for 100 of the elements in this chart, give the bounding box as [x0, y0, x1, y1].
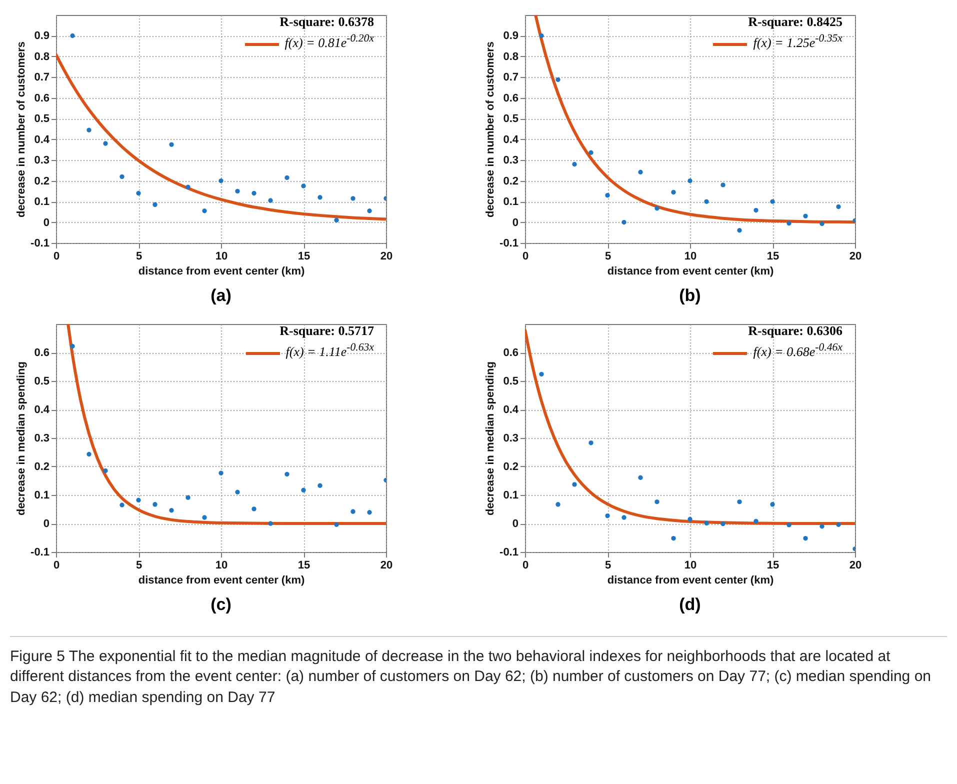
x-tick-label: 20	[380, 560, 393, 572]
point	[268, 198, 273, 203]
y-tick-label: 0.6	[34, 92, 50, 104]
y-tick-label: 0.1	[34, 196, 50, 208]
point	[604, 513, 610, 518]
text: (c)	[210, 595, 232, 614]
point	[70, 344, 75, 349]
annotation: R-square: 0.8425	[747, 14, 842, 30]
point	[604, 192, 610, 198]
y-tick-label: 0.1	[502, 196, 518, 208]
x-tick-label: 0	[522, 250, 528, 262]
point	[687, 516, 692, 522]
point	[654, 206, 659, 211]
point	[687, 178, 692, 184]
point	[802, 536, 808, 541]
point	[284, 472, 290, 477]
x-tick-label: 20	[848, 250, 862, 262]
text: (a)	[210, 286, 232, 305]
point	[350, 196, 356, 201]
point	[218, 470, 224, 476]
point	[621, 220, 626, 225]
y-tick-label: 0.2	[34, 175, 50, 188]
y-tick-label: 0.9	[502, 30, 518, 42]
y-tick-label: 0.3	[502, 154, 518, 167]
x-tick-label: 10	[684, 250, 696, 262]
point	[670, 190, 676, 195]
y-tick-label: 0.9	[34, 30, 50, 42]
x-tick-label: 15	[766, 250, 779, 262]
point	[588, 150, 593, 155]
point	[202, 208, 207, 214]
y-tick-label: 0.4	[34, 404, 50, 416]
point	[136, 498, 141, 502]
y-tick-label: 0.3	[34, 154, 50, 167]
point	[819, 221, 824, 226]
point	[350, 509, 356, 514]
y-tick-label: 0.7	[502, 72, 518, 84]
point	[86, 452, 92, 457]
y-tick-label: 0.4	[502, 134, 519, 146]
y-tick-label: 0.1	[34, 490, 50, 502]
point	[802, 214, 808, 218]
point	[86, 128, 92, 132]
y-tick-label: -0.1	[30, 238, 50, 250]
point	[186, 184, 190, 190]
point	[704, 520, 708, 526]
point	[836, 522, 840, 527]
annotation: R-square: 0.6306	[747, 323, 842, 339]
y-tick-label: 0.2	[502, 461, 518, 473]
point	[367, 510, 372, 515]
y-tick-label: 0.4	[502, 404, 519, 416]
point	[538, 33, 544, 38]
point	[334, 218, 339, 223]
point	[736, 228, 742, 233]
y-tick-label: 0.5	[502, 376, 518, 388]
point	[202, 515, 207, 520]
point	[169, 142, 174, 147]
legend-label: f(x) = 1.11e$^{-0.63x}$	[286, 342, 374, 360]
y-tick-label: -0.1	[499, 546, 518, 558]
point	[120, 174, 124, 180]
point	[120, 502, 124, 508]
y-tick-label: 0.8	[34, 50, 50, 63]
point	[235, 188, 240, 194]
point	[235, 490, 240, 494]
x-tick-label: 15	[766, 560, 779, 572]
point	[670, 536, 676, 541]
legend-label: f(x) = 0.68e$^{-0.46x}$	[753, 342, 842, 360]
legend-label: f(x) = 0.81e$^{-0.20x}$	[284, 33, 374, 50]
x-tick-label: 10	[215, 560, 228, 572]
text: (d)	[678, 595, 700, 614]
point	[318, 195, 322, 200]
line-series	[66, 324, 386, 525]
point	[186, 495, 190, 500]
point	[588, 440, 593, 446]
line-series	[56, 52, 386, 221]
x-tick-label: 0	[53, 560, 60, 572]
annotation: R-square: 0.5717	[278, 323, 374, 339]
x-tick-label: 0	[53, 250, 60, 262]
y-tick-label: 0.7	[34, 72, 50, 84]
y-tick-label: 0.8	[502, 50, 518, 63]
point	[252, 506, 256, 512]
text: (b)	[678, 286, 700, 305]
point	[555, 502, 560, 507]
point	[367, 208, 372, 214]
y-tick-label: 0.1	[502, 490, 518, 502]
point	[638, 170, 642, 174]
y-axis-title: decrease in median spending	[16, 361, 28, 516]
caption: Figure 5 The exponential fit to the median magnitude of decrease in the two behavioral indexes for neighborhoods that are located at different distances from the event center: (a) number of customers on Day 62; (b) number of customers on Day 77; (c) median spending on Day 62; (d) median spending on Day 77	[10, 647, 932, 708]
point	[654, 500, 659, 504]
point	[252, 190, 256, 196]
x-axis-title: distance from event center (km)	[606, 574, 774, 586]
x-tick-label: 5	[604, 250, 611, 262]
y-tick-label: 0.6	[34, 347, 50, 359]
point	[786, 522, 791, 528]
point	[268, 521, 273, 526]
point	[770, 502, 774, 507]
point	[152, 502, 158, 507]
point	[720, 521, 725, 526]
x-tick-label: 15	[298, 250, 310, 262]
y-tick-label: 0	[43, 518, 50, 530]
y-tick-label: 0	[512, 518, 518, 530]
x-tick-label: 5	[136, 560, 142, 572]
